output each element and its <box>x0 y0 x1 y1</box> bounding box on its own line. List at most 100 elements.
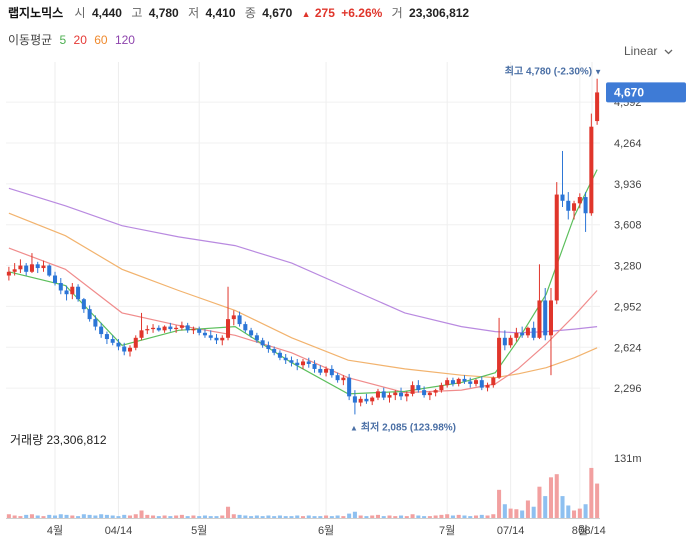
volume-bar[interactable] <box>168 516 173 518</box>
volume-bar[interactable] <box>416 515 421 518</box>
volume-bar[interactable] <box>537 486 542 518</box>
volume-bar[interactable] <box>99 514 104 518</box>
volume-bar[interactable] <box>64 514 69 518</box>
volume-bar[interactable] <box>266 515 271 518</box>
candle-body[interactable] <box>312 363 317 369</box>
volume-bar[interactable] <box>393 516 398 518</box>
volume-bar[interactable] <box>243 515 248 518</box>
candle-body[interactable] <box>450 380 455 384</box>
candle-body[interactable] <box>162 326 167 331</box>
candle-body[interactable] <box>352 396 357 403</box>
candle-body[interactable] <box>156 327 161 331</box>
volume-bar[interactable] <box>335 515 340 518</box>
volume-bar[interactable] <box>289 516 294 518</box>
volume-bar[interactable] <box>399 515 404 518</box>
ma-legend-60[interactable]: 60 <box>94 33 108 47</box>
volume-bar[interactable] <box>543 496 548 518</box>
volume-bar[interactable] <box>191 515 196 518</box>
candle-body[interactable] <box>133 337 138 348</box>
volume-bar[interactable] <box>249 516 254 518</box>
volume-bar[interactable] <box>133 514 138 518</box>
candle-body[interactable] <box>12 269 17 272</box>
volume-bar[interactable] <box>272 516 277 518</box>
candle-body[interactable] <box>537 300 542 338</box>
candle-body[interactable] <box>381 391 386 398</box>
candle-body[interactable] <box>335 375 340 381</box>
volume-bar[interactable] <box>341 516 346 518</box>
volume-bar[interactable] <box>358 515 363 518</box>
volume-bar[interactable] <box>502 504 507 518</box>
candle-body[interactable] <box>520 332 525 336</box>
volume-bar[interactable] <box>260 516 265 518</box>
volume-bar[interactable] <box>226 506 231 518</box>
volume-bar[interactable] <box>70 515 75 518</box>
volume-bar[interactable] <box>404 516 409 518</box>
candle-body[interactable] <box>249 330 254 336</box>
volume-bar[interactable] <box>53 515 58 518</box>
candle-body[interactable] <box>93 319 98 327</box>
volume-bar[interactable] <box>145 514 150 518</box>
candle-body[interactable] <box>151 327 156 330</box>
candle-body[interactable] <box>572 203 577 211</box>
candle-body[interactable] <box>502 337 507 346</box>
candle-body[interactable] <box>433 390 438 393</box>
candle-body[interactable] <box>577 197 582 204</box>
candle-body[interactable] <box>364 398 369 402</box>
volume-bar[interactable] <box>318 516 323 518</box>
volume-bar[interactable] <box>18 516 23 518</box>
volume-bar[interactable] <box>104 514 109 518</box>
volume-bar[interactable] <box>352 511 357 518</box>
volume-bar[interactable] <box>116 516 121 518</box>
volume-bar[interactable] <box>531 506 536 518</box>
candle-body[interactable] <box>18 265 23 270</box>
candle-body[interactable] <box>197 329 202 333</box>
volume-bar[interactable] <box>572 510 577 518</box>
volume-bar[interactable] <box>197 516 202 518</box>
candle-body[interactable] <box>566 200 571 211</box>
volume-bar[interactable] <box>24 514 29 518</box>
volume-bar[interactable] <box>139 510 144 518</box>
candle-body[interactable] <box>174 327 179 330</box>
volume-bar[interactable] <box>554 474 559 518</box>
candle-body[interactable] <box>300 361 306 366</box>
candle-body[interactable] <box>214 337 219 341</box>
candle-body[interactable] <box>445 380 450 386</box>
candle-body[interactable] <box>53 275 58 283</box>
volume-bar[interactable] <box>410 514 415 518</box>
volume-bar[interactable] <box>306 515 311 518</box>
volume-bar[interactable] <box>520 510 525 518</box>
candle-body[interactable] <box>347 377 352 397</box>
volume-bar[interactable] <box>387 515 392 518</box>
candle-body[interactable] <box>81 299 86 310</box>
candle-body[interactable] <box>168 326 173 330</box>
volume-bar[interactable] <box>422 516 427 518</box>
candle-body[interactable] <box>560 194 565 201</box>
candle-body[interactable] <box>289 360 294 363</box>
candle-body[interactable] <box>145 329 150 331</box>
volume-bar[interactable] <box>127 515 133 518</box>
candle-body[interactable] <box>548 300 553 336</box>
volume-bar[interactable] <box>312 516 317 518</box>
volume-bar[interactable] <box>29 514 34 518</box>
candle-body[interactable] <box>116 342 121 347</box>
volume-bar[interactable] <box>41 516 46 518</box>
candle-body[interactable] <box>410 385 415 394</box>
volume-bar[interactable] <box>479 514 484 518</box>
candle-body[interactable] <box>399 392 404 397</box>
candle-body[interactable] <box>47 265 52 276</box>
volume-bar[interactable] <box>329 516 334 518</box>
volume-bar[interactable] <box>381 516 386 518</box>
candle-body[interactable] <box>370 397 375 402</box>
candle-body[interactable] <box>375 391 380 398</box>
candle-body[interactable] <box>277 352 282 358</box>
candle-body[interactable] <box>35 264 40 269</box>
candle-body[interactable] <box>122 346 127 352</box>
volume-bar[interactable] <box>375 514 380 518</box>
candle-body[interactable] <box>416 385 421 391</box>
volume-bar[interactable] <box>185 516 190 518</box>
candle-body[interactable] <box>208 335 213 338</box>
volume-bar[interactable] <box>76 516 81 518</box>
volume-bar[interactable] <box>433 515 438 518</box>
candle-body[interactable] <box>473 380 479 384</box>
